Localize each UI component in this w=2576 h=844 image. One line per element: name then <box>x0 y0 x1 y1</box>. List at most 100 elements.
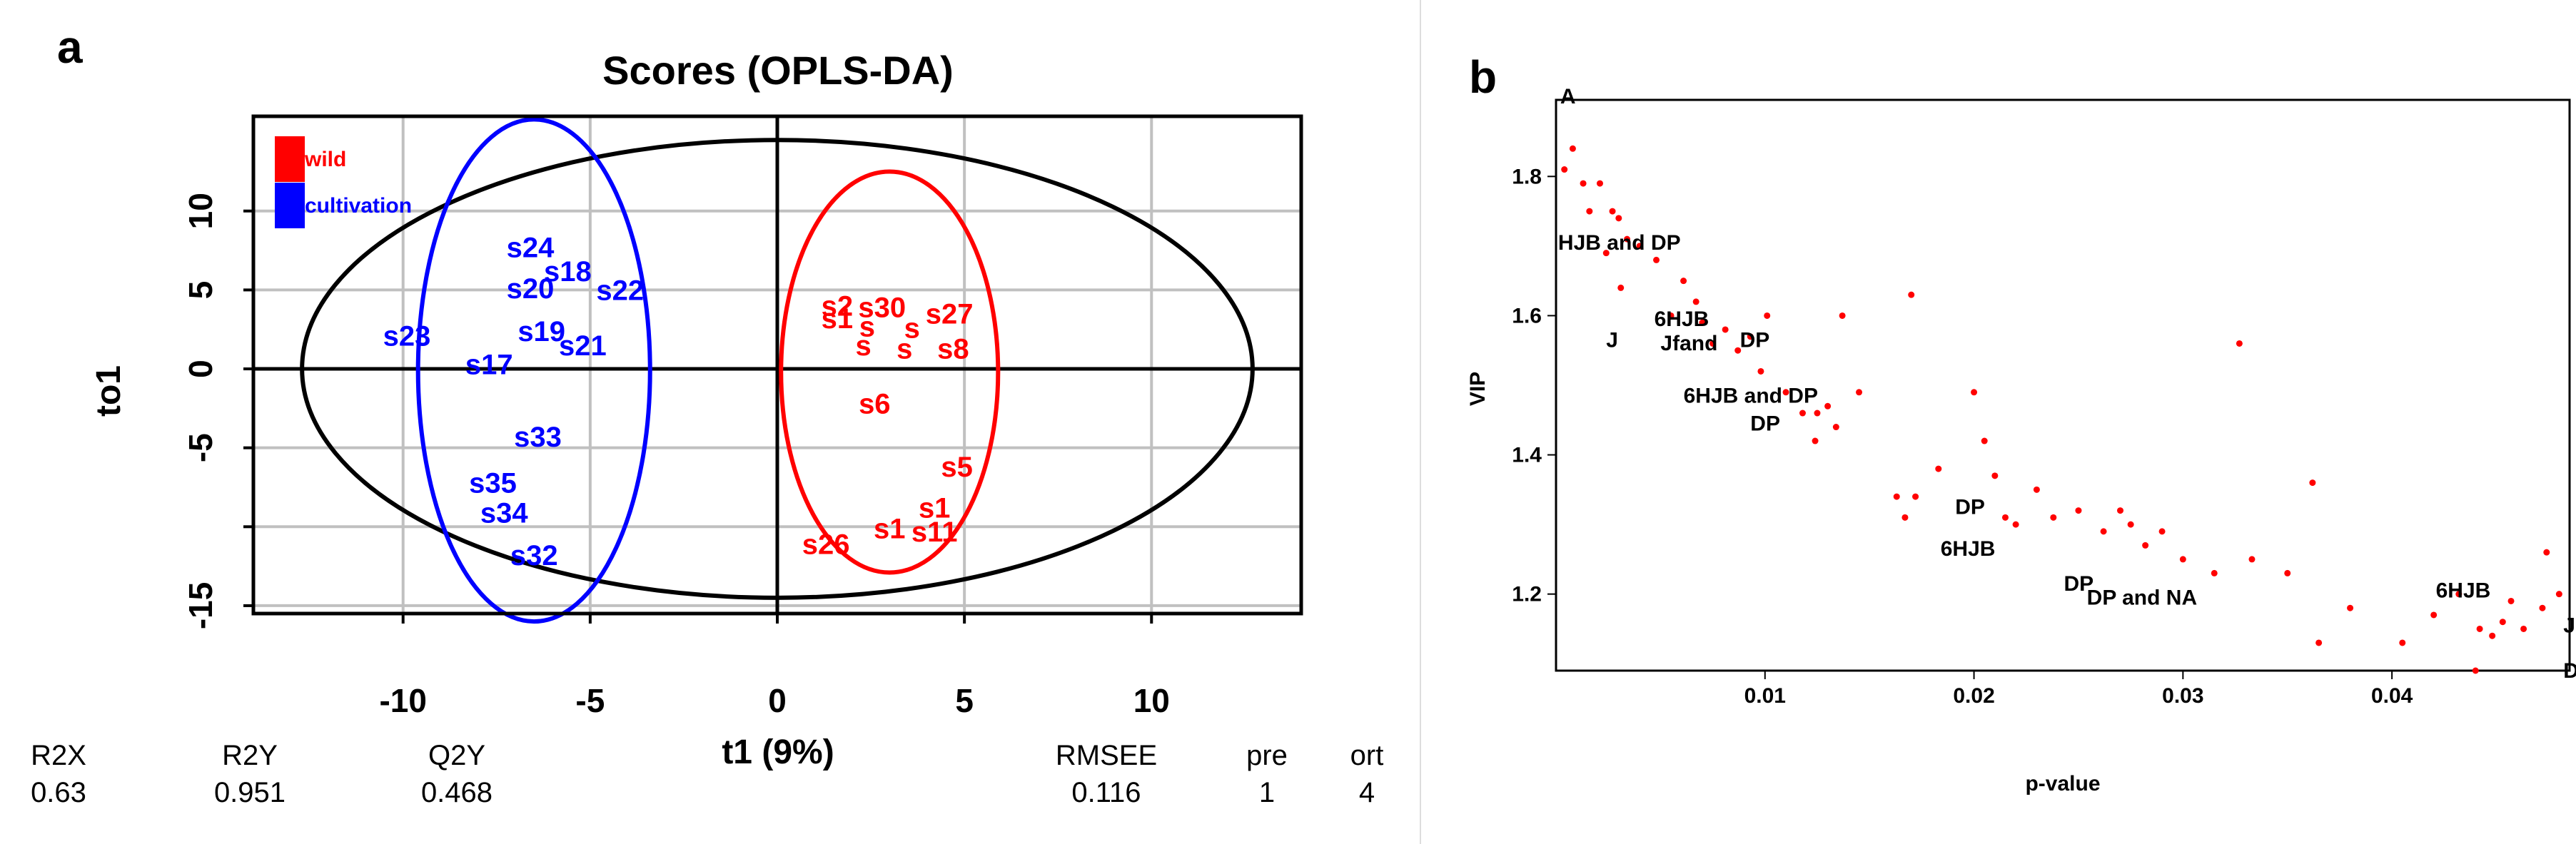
point-label-cultivation: s17 <box>465 349 513 380</box>
point-label-wild: s11 <box>911 517 958 548</box>
chart-a-ellipses <box>300 117 1255 624</box>
vip-point <box>2033 486 2040 493</box>
vip-point <box>2399 639 2406 646</box>
y-tick-label: -15 <box>182 582 219 629</box>
point-label-wild: s5 <box>941 452 973 483</box>
vip-annotation: J <box>2563 614 2575 637</box>
x-tick-label: 0.03 <box>2162 684 2203 708</box>
y-tick-label: 1.6 <box>1512 304 1542 327</box>
point-label-cultivation: s34 <box>480 497 528 529</box>
x-tick-label: 0.04 <box>2371 684 2413 708</box>
vip-point <box>1722 326 1729 333</box>
chart-a-stats: R2X 0.63 R2Y 0.951 Q2Y 0.468 RMSEE 0.116 pre 1 ort… <box>31 740 1383 808</box>
point-label-cultivation: s22 <box>596 275 644 306</box>
y-tick-label: 1.4 <box>1512 444 1542 467</box>
vip-annotation: DP <box>1740 328 1770 352</box>
stat-value-RMSEE: 0.116 <box>1071 777 1141 808</box>
point-label-wild: s6 <box>859 389 891 420</box>
x-tick-label: 0 <box>768 682 787 719</box>
point-label-cultivation: s35 <box>469 467 517 499</box>
vip-point <box>2507 597 2515 604</box>
panel-b-letter: b <box>1469 51 1497 103</box>
vip-point <box>1615 215 1622 222</box>
vip-point <box>1596 180 1603 187</box>
panel-a-letter: a <box>57 21 83 73</box>
vip-point <box>2539 604 2546 611</box>
chart-b-frame <box>1555 98 2571 672</box>
point-label-cultivation: s32 <box>510 540 558 571</box>
vip-annotation: 6HJB <box>1655 307 1709 331</box>
chart-b-ylabel: VIP <box>1466 372 1490 406</box>
vip-point <box>1814 410 1821 417</box>
stat-label-pre: pre <box>1246 740 1288 771</box>
stat-label-R2X: R2X <box>31 740 86 771</box>
ellipse-cultivation <box>415 117 652 624</box>
vip-point <box>2476 625 2483 632</box>
chart-a-ylabel: to1 <box>90 365 128 417</box>
point-label-cultivation: s24 <box>507 233 555 264</box>
vip-annotation: 6HJB and DP <box>1684 384 1818 407</box>
point-label-wild: s8 <box>937 333 969 365</box>
ellipse-wild <box>779 169 1001 575</box>
vip-point <box>1586 208 1593 215</box>
y-tick-label: 10 <box>182 193 219 229</box>
point-label-wild: s27 <box>926 299 974 330</box>
point-label-wild: s1 <box>919 493 951 524</box>
y-tick-label: -5 <box>182 433 219 462</box>
vip-point <box>2142 542 2149 549</box>
point-label-wild: s30 <box>858 293 906 324</box>
stat-label-R2Y: R2Y <box>222 740 278 771</box>
legend-swatch-cultivation <box>275 183 305 228</box>
stat-label-ort: ort <box>1350 740 1384 771</box>
vip-annotation: DP <box>1955 495 1985 519</box>
x-tick-label: 0.01 <box>1744 684 1786 708</box>
point-label-wild: s1 <box>874 514 906 545</box>
point-label-wild: s26 <box>802 529 850 561</box>
vip-point <box>2211 569 2218 576</box>
vip-point <box>2489 632 2496 639</box>
point-label-wild: s <box>855 330 871 362</box>
vip-point <box>1580 180 1587 187</box>
vip-annotation: J <box>1606 328 1618 352</box>
vip-point <box>1602 250 1610 257</box>
vip-point <box>2555 591 2562 598</box>
vip-point <box>1782 389 1789 396</box>
vip-point <box>1832 424 1839 431</box>
vip-point <box>1699 319 1706 326</box>
y-tick-label: 1.8 <box>1512 165 1542 188</box>
vip-point <box>2455 591 2463 598</box>
vip-point <box>2050 514 2057 521</box>
vip-point <box>2472 667 2479 674</box>
point-label-cultivation: s21 <box>559 330 607 362</box>
vip-point <box>1971 389 1978 396</box>
chart-a-legend: wild cultivation <box>275 136 412 228</box>
chart-a-grid <box>253 116 1301 614</box>
point-label-wild: s2 <box>822 291 854 322</box>
vip-point <box>2012 521 2019 528</box>
point-label-cultivation: s20 <box>507 273 555 305</box>
vip-point <box>1617 284 1625 291</box>
vip-annotation: DP <box>2064 572 2093 596</box>
vip-point <box>1764 312 1771 319</box>
vip-point <box>2309 479 2316 487</box>
vip-point <box>2284 569 2291 576</box>
vip-point <box>2315 639 2323 646</box>
vip-point <box>1747 333 1754 340</box>
vip-point <box>1667 312 1675 319</box>
vip-point <box>2430 611 2438 619</box>
vip-annotation: HJB and DP <box>1558 231 1681 255</box>
vip-point <box>1636 243 1643 250</box>
vip-point <box>1991 472 1999 479</box>
point-label-wild: s1 <box>822 303 854 335</box>
vip-point <box>2127 521 2134 528</box>
vip-point <box>1609 208 1616 215</box>
vip-point <box>1569 145 1576 152</box>
vip-point <box>2248 556 2256 563</box>
vip-point <box>1624 235 1631 243</box>
point-label-cultivation: s33 <box>514 422 562 453</box>
vip-point <box>2347 604 2354 611</box>
vip-point <box>1912 493 1919 500</box>
vip-point <box>1653 256 1660 263</box>
